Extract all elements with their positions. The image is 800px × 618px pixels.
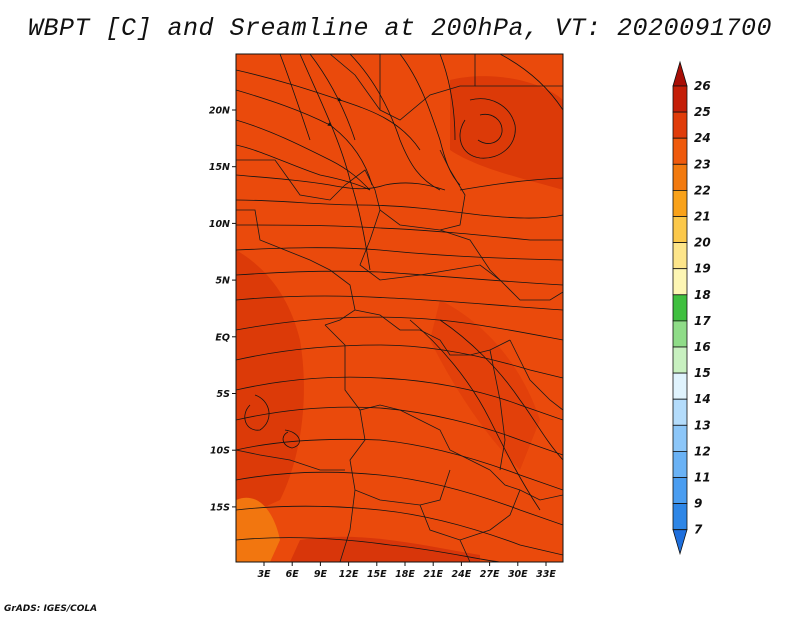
colorbar: 26 25 24 23 22 21 20 19 18 17 16 15 14 13 12 11 9 7	[672, 60, 711, 556]
colorbar-label: 26	[694, 79, 711, 93]
colorbar-label: 11	[694, 471, 711, 485]
colorbar-label: 23	[694, 157, 711, 171]
lon-tick-label: 6E	[286, 569, 300, 580]
colorbar-label: 7	[694, 523, 703, 537]
colorbar-segment	[672, 503, 688, 531]
colorbar-label: 15	[694, 366, 711, 380]
streamlines	[236, 54, 563, 562]
colorbar-segment	[672, 398, 688, 426]
colorbar-label: 17	[694, 314, 711, 328]
colorbar-segment	[672, 294, 688, 322]
lat-tick-label: 10S	[210, 446, 230, 457]
lon-tick-label: 33E	[536, 569, 556, 580]
colorbar-segment	[672, 450, 688, 478]
lat-tick-label: 15N	[209, 162, 230, 173]
grads-footer: GrADS: IGES/COLA	[4, 604, 98, 614]
lon-tick-label: 24E	[452, 569, 472, 580]
colorbar-segment	[672, 189, 688, 217]
wbpt-patch-west	[236, 250, 304, 520]
lon-axis: 3E 6E 9E 12E 15E 18E 21E 24E 27E 30E 33E	[257, 562, 556, 580]
colorbar-label: 25	[694, 105, 711, 119]
colorbar-segment	[672, 111, 688, 139]
colorbar-label: 18	[694, 288, 711, 302]
lat-tick-label: EQ	[215, 332, 230, 343]
lon-tick-label: 12E	[339, 569, 359, 580]
colorbar-top-arrow	[672, 60, 688, 87]
lat-tick-label: 15S	[210, 502, 230, 513]
colorbar-segment	[672, 320, 688, 348]
colorbar-label: 9	[694, 497, 702, 511]
colorbar-segment	[672, 424, 688, 452]
lat-tick-label: 5S	[217, 389, 231, 400]
colorbar-segment	[672, 242, 688, 270]
colorbar-segment	[672, 163, 688, 191]
wbpt-patch-east	[430, 300, 540, 470]
lat-axis: 20N 15N 10N 5N EQ 5S 10S 15S	[209, 106, 236, 513]
map-title: WBPT [C] and Sreamline at 200hPa, VT: 20…	[27, 14, 773, 43]
colorbar-segment	[672, 216, 688, 244]
wbpt-patch-northeast	[450, 76, 563, 190]
colorbar-segment	[672, 477, 688, 505]
colorbar-label: 13	[694, 418, 711, 432]
colorbar-label: 24	[694, 131, 711, 145]
lat-tick-label: 20N	[209, 106, 230, 117]
map-frame	[235, 53, 564, 563]
lon-tick-label: 27E	[480, 569, 500, 580]
colorbar-segment	[672, 268, 688, 296]
lon-tick-label: 3E	[257, 569, 271, 580]
colorbar-segment	[672, 372, 688, 400]
lon-tick-label: 30E	[508, 569, 528, 580]
lon-tick-label: 9E	[314, 569, 328, 580]
map-area	[236, 54, 563, 562]
colorbar-label: 16	[694, 340, 711, 354]
lat-tick-label: 10N	[209, 219, 230, 230]
wbpt-patch-south	[290, 536, 480, 562]
colorbar-segment	[672, 346, 688, 374]
colorbar-label: 12	[694, 444, 711, 458]
colorbar-label: 22	[694, 183, 711, 197]
lon-tick-label: 15E	[367, 569, 387, 580]
colorbar-bottom-arrow	[672, 529, 688, 556]
colorbar-label: 20	[694, 236, 711, 250]
colorbar-segment	[672, 137, 688, 165]
lat-tick-label: 5N	[215, 276, 230, 287]
lon-tick-label: 21E	[423, 569, 443, 580]
colorbar-label: 19	[694, 262, 711, 276]
wbpt-patch-southwest	[236, 497, 280, 562]
colorbar-label: 21	[694, 210, 711, 224]
colorbar-label: 14	[694, 392, 711, 406]
lon-tick-label: 18E	[395, 569, 415, 580]
colorbar-segment	[672, 85, 688, 113]
